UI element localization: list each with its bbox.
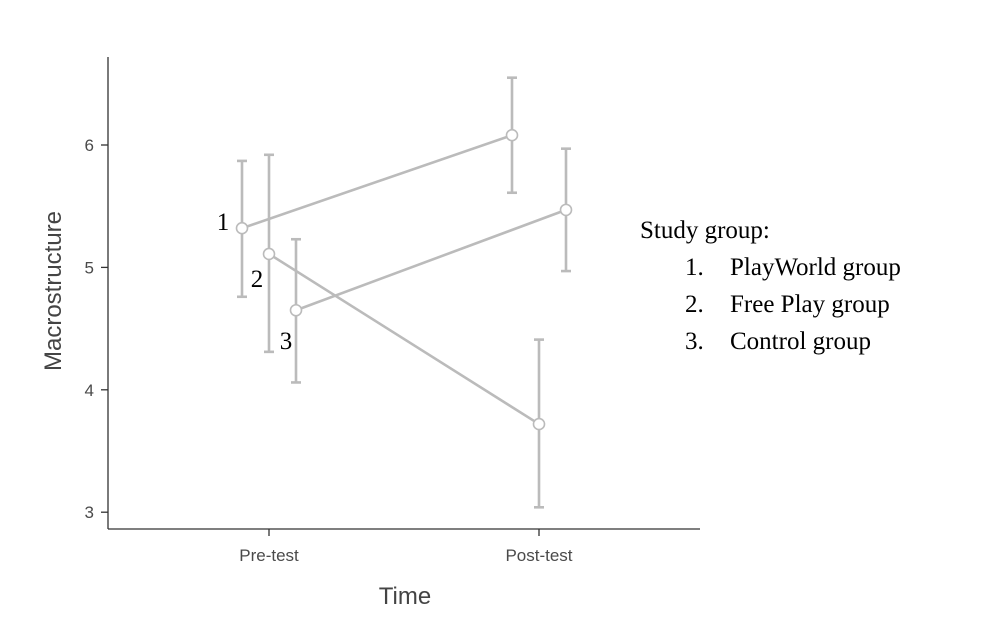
chart-series: [235, 76, 573, 509]
chart-axes: 3 4 5 6 Pre-test Post-test: [85, 57, 700, 565]
legend-item: 3. Control group: [640, 323, 901, 360]
legend-item-label: PlayWorld group: [730, 254, 901, 281]
y-tick-label: 3: [85, 503, 94, 522]
data-point: [235, 221, 249, 235]
legend-item-number: 2.: [685, 291, 704, 318]
series-group: [289, 147, 573, 384]
data-point: [262, 247, 276, 261]
series-group: [262, 153, 546, 509]
y-axis-title: Macrostructure: [40, 211, 67, 371]
legend-item: 2. Free Play group: [640, 286, 901, 323]
legend-list: 1. PlayWorld group 2. Free Play group 3. Cont…: [640, 249, 901, 360]
y-tick-label: 5: [85, 258, 94, 277]
legend-item-number: 1.: [685, 254, 704, 281]
data-point: [532, 417, 546, 431]
legend-item-label: Free Play group: [730, 291, 890, 318]
series-line: [241, 133, 513, 230]
series-line: [295, 208, 567, 312]
legend-item: 1. PlayWorld group: [640, 249, 901, 286]
legend-item-number: 3.: [685, 328, 704, 355]
series-line: [268, 252, 540, 426]
legend-title: Study group:: [640, 217, 770, 244]
series-number-label: 2: [251, 266, 264, 293]
series-number-label: 1: [217, 209, 230, 236]
x-tick-label: Pre-test: [239, 546, 299, 565]
data-point: [289, 303, 303, 317]
point-labels: 1 2 3: [217, 209, 293, 355]
series-group: [235, 76, 519, 299]
data-point: [505, 128, 519, 142]
data-point: [559, 203, 573, 217]
x-axis-title: Time: [379, 583, 431, 610]
y-tick-label: 4: [85, 381, 94, 400]
y-tick-label: 6: [85, 136, 94, 155]
legend-item-label: Control group: [730, 328, 871, 355]
legend: Study group: 1. PlayWorld group 2. Free Pla…: [640, 212, 901, 360]
series-number-label: 3: [280, 328, 293, 355]
x-tick-label: Post-test: [505, 546, 572, 565]
